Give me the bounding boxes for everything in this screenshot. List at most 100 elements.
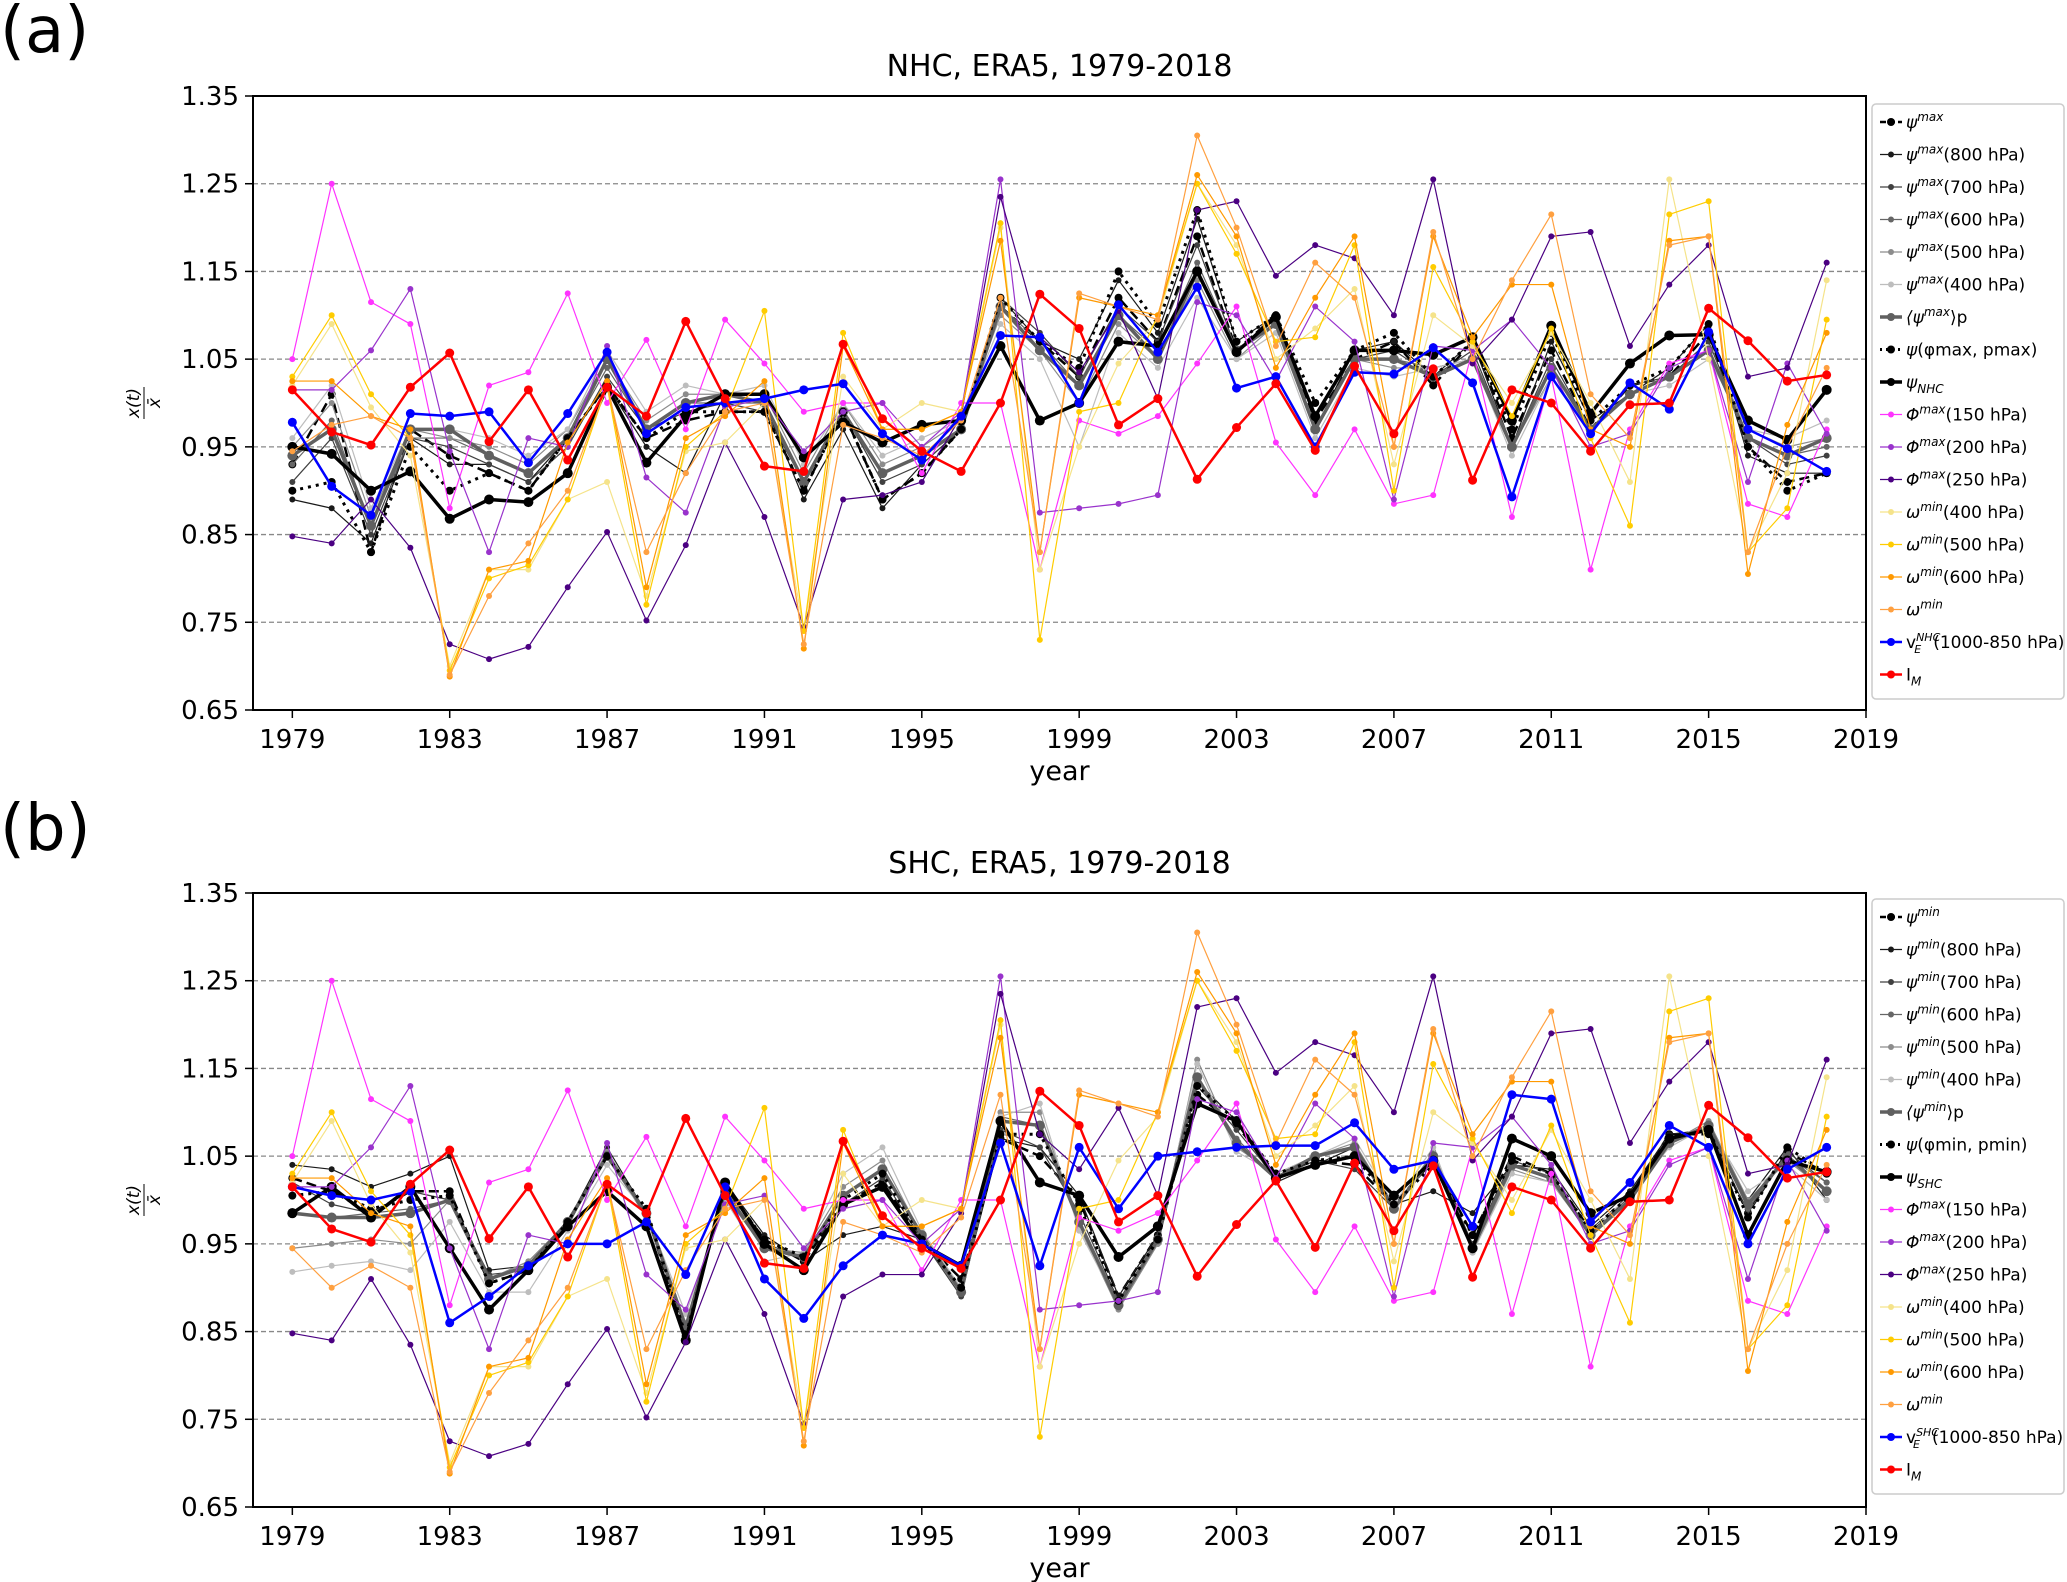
data-point [1587,391,1594,398]
data-point [879,1271,886,1278]
data-point [484,1234,494,1244]
data-point [1351,294,1358,301]
series-line-4 [292,1059,1828,1324]
data-point [681,1270,691,1280]
data-point [1666,360,1673,367]
data-point [484,437,494,447]
legend-marker [1888,1239,1894,1245]
data-point [1430,1188,1437,1195]
data-point [1076,1240,1083,1247]
data-point [564,1381,571,1388]
legend-entry: ⟨ψmax⟩p [1906,305,1967,328]
y-tick-label: 0.85 [181,521,239,551]
data-point [1508,1210,1515,1217]
data-point [1036,509,1043,516]
data-point [1823,1113,1830,1120]
legend-marker [1888,151,1894,158]
data-point [799,1263,809,1273]
legend-entry: Φmax(150 hPa) [1906,1198,2027,1221]
data-point [368,347,375,354]
data-point [1508,316,1515,323]
data-point [800,1245,807,1252]
data-point [525,1359,532,1366]
series-line-17 [291,292,1827,482]
data-point [328,417,335,424]
data-point [1823,1056,1830,1063]
data-point [800,1442,807,1449]
data-point [1351,426,1358,433]
data-point [1823,430,1830,437]
legend-marker [1887,378,1895,386]
data-point [1586,429,1596,439]
y-axis-label-numerator: x(t) [124,388,144,419]
data-point [328,1183,335,1190]
data-point [288,486,297,495]
data-point [1034,1177,1045,1188]
data-point [1508,413,1515,420]
data-point [604,1175,611,1182]
legend-marker [1887,313,1895,321]
data-point [1153,347,1163,357]
data-point [1154,413,1161,420]
data-point [1743,1133,1753,1143]
series-line-3 [291,262,1827,527]
data-point [1114,1217,1124,1227]
data-point [289,435,296,442]
plot-frame [252,892,1867,1508]
data-point [722,439,729,446]
data-point [1390,1297,1397,1304]
data-point [1194,1061,1201,1068]
series-line-17 [291,1089,1827,1279]
data-point [1349,1151,1360,1162]
legend-entry: ψ(φmax, pmax) [1906,341,2037,361]
x-tick-label: 2015 [1676,1522,1742,1552]
data-point [289,478,296,485]
data-point [879,461,886,468]
data-point [446,641,453,648]
data-point [368,1096,375,1103]
data-point [1666,1034,1673,1041]
data-point [877,437,888,448]
data-point [997,1034,1004,1041]
data-point [445,411,455,421]
data-point [328,1284,335,1291]
data-point [957,425,966,434]
data-point [1075,1200,1084,1209]
data-point [1232,423,1242,433]
data-point [918,1223,925,1230]
data-point [799,466,809,476]
legend-entry: ψmax(700 hPa) [1906,175,2025,198]
data-point [681,316,691,326]
data-point [1546,1094,1556,1104]
legend-entry: ωmin(600 hPa) [1906,565,2025,588]
data-point [1507,492,1517,502]
data-point [525,540,532,547]
legend-entry: ωmin(400 hPa) [1906,1295,2025,1318]
legend-entry: ψmin [1906,905,1940,928]
data-point [1192,1072,1203,1083]
data-point [564,487,571,494]
data-point [761,1192,768,1199]
data-point [680,411,691,422]
data-point [445,486,454,495]
y-tick-label: 0.95 [181,433,239,463]
data-point [1744,1368,1751,1375]
data-point [328,1118,335,1125]
data-point [760,407,769,416]
data-point [1194,1157,1201,1164]
x-tick-label: 1979 [259,725,325,755]
data-point [1468,1221,1478,1231]
data-point [1351,338,1358,345]
data-point [564,426,571,433]
x-tick-label: 2003 [1203,725,1269,755]
legend-marker [1887,345,1895,354]
data-point [1232,1142,1242,1152]
legend-entry: IM [1906,666,1922,689]
legend-marker [1887,1108,1895,1116]
data-point [368,1144,375,1151]
data-point [1430,228,1437,235]
data-point [958,1214,965,1221]
data-point [328,1175,335,1182]
data-point [761,1175,768,1182]
data-point [1312,435,1319,442]
